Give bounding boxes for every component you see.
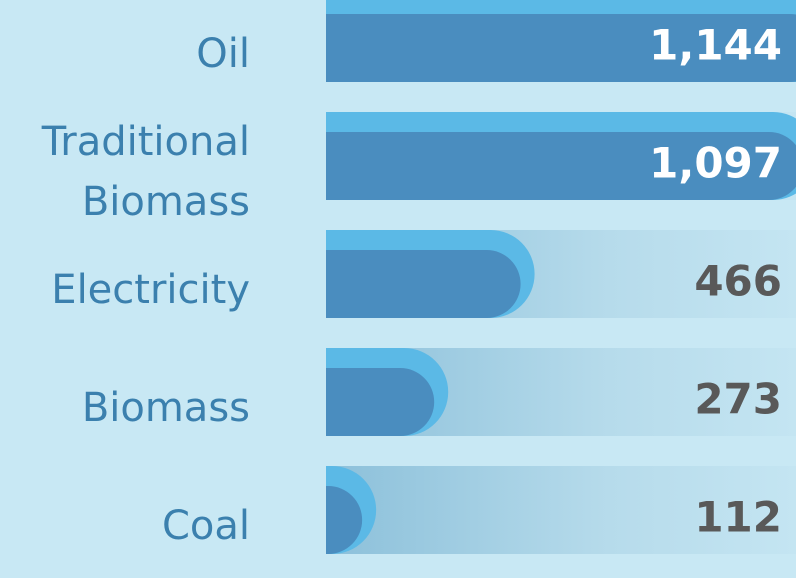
value-label: 112 xyxy=(694,493,782,542)
bar xyxy=(326,486,363,554)
chart: 1,144 1,097 466 273 112 xyxy=(326,0,796,554)
category-label: Biomass xyxy=(81,385,250,431)
value-label: 1,144 xyxy=(649,21,782,70)
value-label: 273 xyxy=(694,375,782,424)
bar xyxy=(326,14,796,82)
value-label: 466 xyxy=(694,257,782,306)
category-label: Traditional Biomass xyxy=(41,119,250,225)
bar-track xyxy=(326,466,796,554)
category-label: Electricity xyxy=(51,267,250,313)
value-label: 1,097 xyxy=(649,139,782,188)
category-label: Oil xyxy=(196,31,250,77)
bar xyxy=(326,368,435,436)
bar xyxy=(326,132,796,200)
category-label: Coal xyxy=(161,503,250,549)
bar xyxy=(326,250,521,318)
